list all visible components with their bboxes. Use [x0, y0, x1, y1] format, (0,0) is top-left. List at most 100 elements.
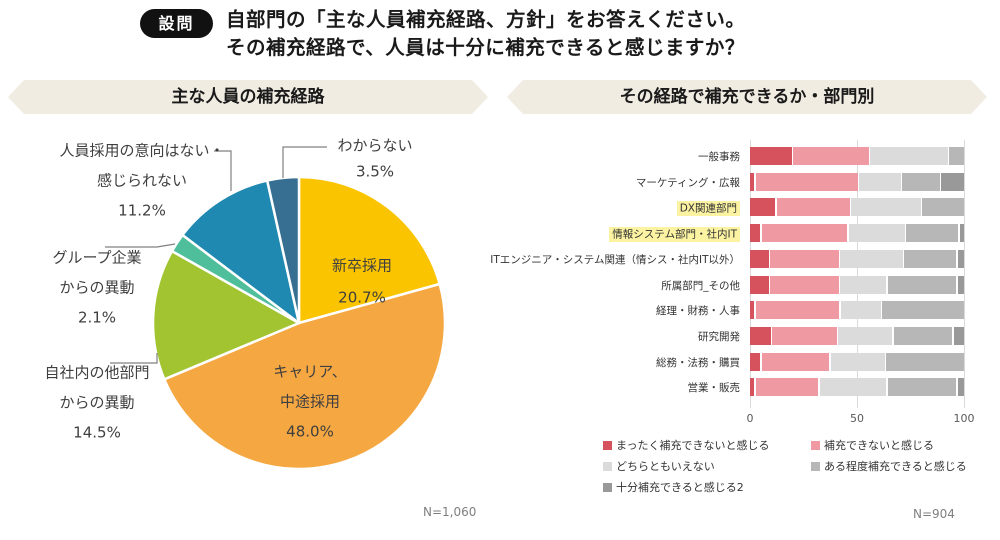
legend-item: 十分補充できると感じる2: [603, 479, 811, 495]
bar-row: [750, 172, 964, 191]
bar-category-label: 一般事務: [490, 148, 740, 166]
bar-category-label: DX関連部門: [490, 199, 740, 217]
legend-item: まったく補充できないと感じる: [603, 437, 811, 453]
bar-row: [750, 301, 964, 320]
bar-category-label: 研究開発: [490, 328, 740, 346]
bar-segment: [959, 224, 964, 243]
bar-segment: [840, 275, 887, 294]
bar-row: [750, 224, 964, 243]
bar-panel-title: その経路で補充できるか・部門別: [619, 87, 875, 107]
bar-segment: [906, 224, 959, 243]
pie-slice-value: 2.1%: [78, 309, 116, 327]
pie-slice-value: 20.7%: [338, 289, 386, 307]
pie-leader-line: [105, 243, 176, 248]
bar-segment: [887, 275, 957, 294]
bar-segment: [819, 378, 887, 397]
bar-segment: [750, 352, 761, 371]
bar-row: [750, 378, 964, 397]
bar-segment: [848, 224, 905, 243]
bar-segment: [840, 301, 881, 320]
pie-n-label: N=1,060: [423, 505, 477, 519]
pie-chart: 新卒採用 20.7% キャリア、 中途採用 48.0% 自社内の他部門 からの異動 14.5%…: [10, 120, 480, 515]
legend-swatch-icon: [811, 440, 820, 450]
legend-swatch-icon: [603, 440, 612, 450]
pie-slice-label: 自社内の他部門: [44, 364, 149, 382]
bar-category-labels: 一般事務マーケティング・広報 DX関連部門情報システム部門・社内IT ITエンジニア…: [490, 140, 745, 404]
bar-category-label: 総務・法務・購買: [490, 354, 740, 372]
x-axis-tick-label: 100: [953, 412, 975, 425]
pie-leader-line: [214, 150, 232, 191]
bar-panel-title-banner: その経路で補充できるか・部門別: [507, 80, 987, 114]
bar-segment: [770, 275, 839, 294]
bar-segment: [941, 172, 964, 191]
bar-category-label-text: 研究開発: [698, 330, 740, 343]
bar-row: [750, 147, 965, 165]
legend-label: どちらともいえない: [616, 460, 715, 473]
bar-category-label: 情報システム部門・社内IT: [490, 225, 740, 243]
bar-segment: [750, 301, 755, 320]
gridline: [856, 140, 858, 408]
bar-segment: [893, 326, 953, 345]
bar-segment: [750, 326, 771, 345]
legend-item: ある程度補充できると感じる: [811, 458, 967, 474]
bar-segment: [793, 147, 869, 165]
pie-slice-label: 人員採用の意向はない・: [59, 142, 224, 160]
bar-segment: [957, 249, 964, 268]
x-axis-tick-label: 0: [746, 412, 754, 425]
bar-segment: [776, 198, 850, 217]
bar-category-label-text: 所属部門_その他: [661, 279, 740, 292]
bar-category-label: 所属部門_その他: [490, 277, 740, 295]
pie-slice-label: からの異動: [59, 394, 134, 412]
bar-segment: [882, 301, 964, 320]
bar-segment: [957, 378, 964, 397]
legend-label: 十分補充できると感じる2: [616, 481, 744, 494]
question-badge: 設問: [140, 9, 213, 38]
bar-segment: [755, 378, 819, 397]
bar-segment: [755, 301, 840, 320]
bar-row: [750, 326, 964, 345]
bar-category-label: 経理・財務・人事: [490, 302, 740, 320]
stacked-bar-chart: 0 50 100: [747, 140, 975, 425]
x-axis-tick-label: 50: [850, 412, 864, 425]
pie-slice-label: 中途採用: [280, 393, 340, 411]
bar-segment: [750, 378, 755, 397]
bar-segment: [761, 224, 848, 243]
bar-row: [750, 352, 964, 371]
question-title: 自部門の「主な人員補充経路、方針」をお答えください。 その補充経路で、人員は十分…: [226, 6, 745, 62]
pie-slice: [297, 175, 441, 325]
legend-label: 補充できないと感じる: [824, 439, 934, 452]
bar-segment: [953, 326, 964, 345]
bar-segment: [830, 352, 885, 371]
pie-slice-label: グループ企業: [52, 249, 141, 267]
pie-slice-label: わからない: [337, 137, 412, 155]
pie-panel-title: 主な人員の補充経路: [171, 87, 325, 107]
bar-row: [750, 249, 964, 268]
bar-segment: [904, 249, 957, 268]
gridline: [963, 140, 965, 408]
pie-leader-line: [282, 146, 327, 178]
bar-segment: [750, 249, 769, 268]
bar-category-label-text: マーケティング・広報: [635, 176, 740, 189]
legend-swatch-icon: [811, 461, 820, 471]
legend-item: 補充できないと感じる: [811, 437, 967, 453]
bar-segment: [772, 326, 837, 345]
bar-category-label: 営業・販売: [490, 379, 741, 397]
bar-category-label-text: DX関連部門: [676, 200, 740, 216]
pie-slice-label: 感じられない: [97, 172, 187, 190]
pie-slice-value: 3.5%: [356, 163, 394, 181]
bar-segment: [957, 275, 964, 294]
bar-segment: [886, 352, 964, 371]
bar-category-label-text: ITエンジニア・システム関連（情シス・社内IT以外）: [490, 253, 740, 266]
bar-segment: [840, 249, 903, 268]
bar-segment: [761, 352, 830, 371]
pie-slice-label: キャリア、: [273, 363, 347, 381]
legend-label: ある程度補充できると感じる: [824, 460, 967, 473]
legend-swatch-icon: [603, 461, 612, 471]
bar-category-label-text: 情報システム部門・社内IT: [609, 226, 740, 242]
bar-segment: [851, 198, 921, 217]
legend-swatch-icon: [603, 482, 612, 492]
pie-slice-label: 新卒採用: [332, 257, 392, 275]
pie-slice-value: 14.5%: [73, 424, 121, 442]
pie-slice: [181, 179, 301, 325]
